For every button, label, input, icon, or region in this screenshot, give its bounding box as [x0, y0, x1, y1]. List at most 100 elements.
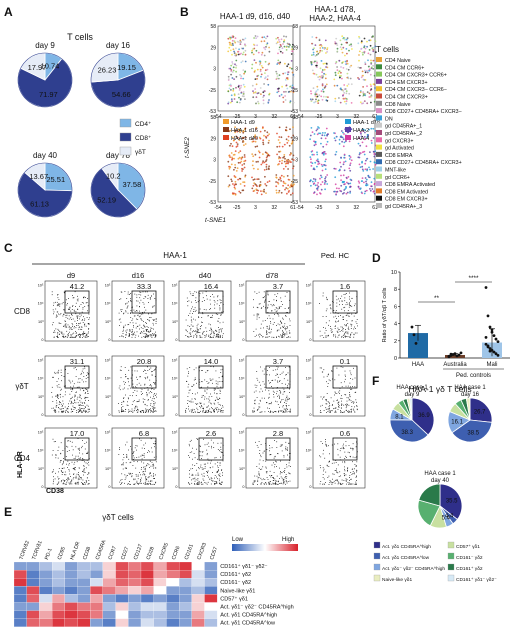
flow-event	[88, 324, 90, 325]
flow-event	[190, 316, 192, 318]
flow-event	[66, 445, 67, 447]
tsne-point	[347, 83, 350, 86]
flow-event	[151, 451, 153, 453]
flow-event	[354, 406, 355, 408]
flow-event	[196, 336, 198, 338]
tsne-point	[253, 59, 256, 61]
flow-event	[134, 293, 136, 295]
tsne-point	[259, 68, 262, 71]
flow-event	[133, 457, 135, 459]
flow-event	[66, 481, 68, 483]
flow-event	[59, 386, 61, 388]
tsne-point	[292, 165, 295, 168]
tsne-point	[286, 142, 289, 144]
flow-event	[260, 483, 262, 485]
flow-event	[279, 336, 281, 338]
tsne-point	[252, 140, 255, 143]
tsne-point	[235, 47, 237, 50]
flow-event	[77, 324, 79, 326]
bar-point	[488, 347, 492, 350]
flow-event	[349, 336, 350, 338]
flow-ytick: 10⁵	[172, 283, 178, 287]
tsne-point	[321, 50, 323, 52]
flow-event	[57, 333, 59, 335]
flow-ytick: 10³	[105, 320, 111, 324]
flow-event	[152, 306, 154, 308]
tsne-point	[241, 38, 244, 41]
heat-row-label: Act. γδ1 CD45RA^high	[220, 613, 277, 619]
flow-gate-value: 20.8	[137, 357, 152, 366]
flow-event	[139, 472, 140, 473]
flow-event	[203, 403, 205, 405]
flow-event	[85, 297, 86, 298]
flow-event	[186, 331, 188, 333]
flow-event	[287, 336, 289, 338]
tsne-point	[284, 188, 286, 191]
flow-event	[327, 477, 329, 478]
flow-event	[285, 403, 287, 404]
flow-event	[289, 388, 290, 390]
flow-event	[79, 449, 80, 451]
heat-cell	[179, 569, 192, 579]
flow-event	[56, 315, 58, 317]
flow-event	[70, 382, 72, 384]
tsne-xtick: 61	[372, 205, 378, 211]
flow-event	[141, 388, 143, 390]
flow-event	[79, 458, 81, 460]
flow-event	[325, 322, 327, 324]
tsne-point	[258, 151, 261, 154]
flow-event	[352, 456, 354, 458]
flow-event	[335, 336, 337, 338]
flow-event	[322, 443, 323, 444]
flow-event	[68, 325, 70, 327]
tsne-point	[324, 176, 327, 178]
tsne-point	[349, 164, 351, 167]
tsne-point	[268, 93, 270, 96]
flow-event	[210, 462, 211, 464]
flow-gate	[131, 290, 157, 314]
flow-event	[79, 336, 80, 338]
flow-event	[57, 336, 58, 338]
tsne-point	[290, 185, 293, 188]
tsne-point	[314, 91, 317, 94]
heat-cell	[115, 569, 129, 579]
flow-event	[212, 480, 213, 482]
flow-event	[350, 447, 352, 449]
heat-cell	[204, 561, 218, 571]
pie-f-value: 4.4	[445, 513, 454, 519]
flow-event	[269, 447, 271, 449]
flow-event	[136, 401, 138, 403]
tsne-point	[262, 160, 264, 163]
tsne-point	[333, 137, 336, 140]
tsne-point	[362, 86, 364, 88]
flow-event	[65, 410, 67, 411]
flow-event	[276, 310, 278, 312]
tsne-point	[366, 45, 368, 48]
flow-event	[222, 410, 224, 412]
flow-event	[260, 335, 262, 336]
flow-event	[74, 336, 75, 338]
flow-event	[197, 479, 199, 481]
flow-event	[319, 303, 320, 304]
flow-event	[142, 328, 144, 329]
flow-event	[145, 442, 146, 444]
flow-event	[53, 410, 55, 411]
flow-event	[78, 474, 79, 475]
flow-event	[355, 399, 357, 401]
flow-event	[55, 395, 57, 397]
tsne-point	[236, 145, 239, 147]
tsne-point	[368, 49, 371, 51]
flow-event	[150, 384, 151, 385]
tsne-point	[344, 88, 347, 90]
heat-column-label: CXCR5	[158, 542, 170, 561]
flow-gate-value: 17.0	[70, 429, 85, 438]
flow-event	[80, 477, 81, 478]
flow-event	[210, 333, 212, 334]
flow-event	[193, 335, 195, 337]
flow-event	[259, 333, 261, 335]
heat-cell	[115, 618, 129, 627]
bar-rect	[408, 333, 428, 358]
flow-event	[279, 390, 280, 391]
tsne-point	[279, 177, 282, 180]
tsne-point	[323, 87, 326, 89]
